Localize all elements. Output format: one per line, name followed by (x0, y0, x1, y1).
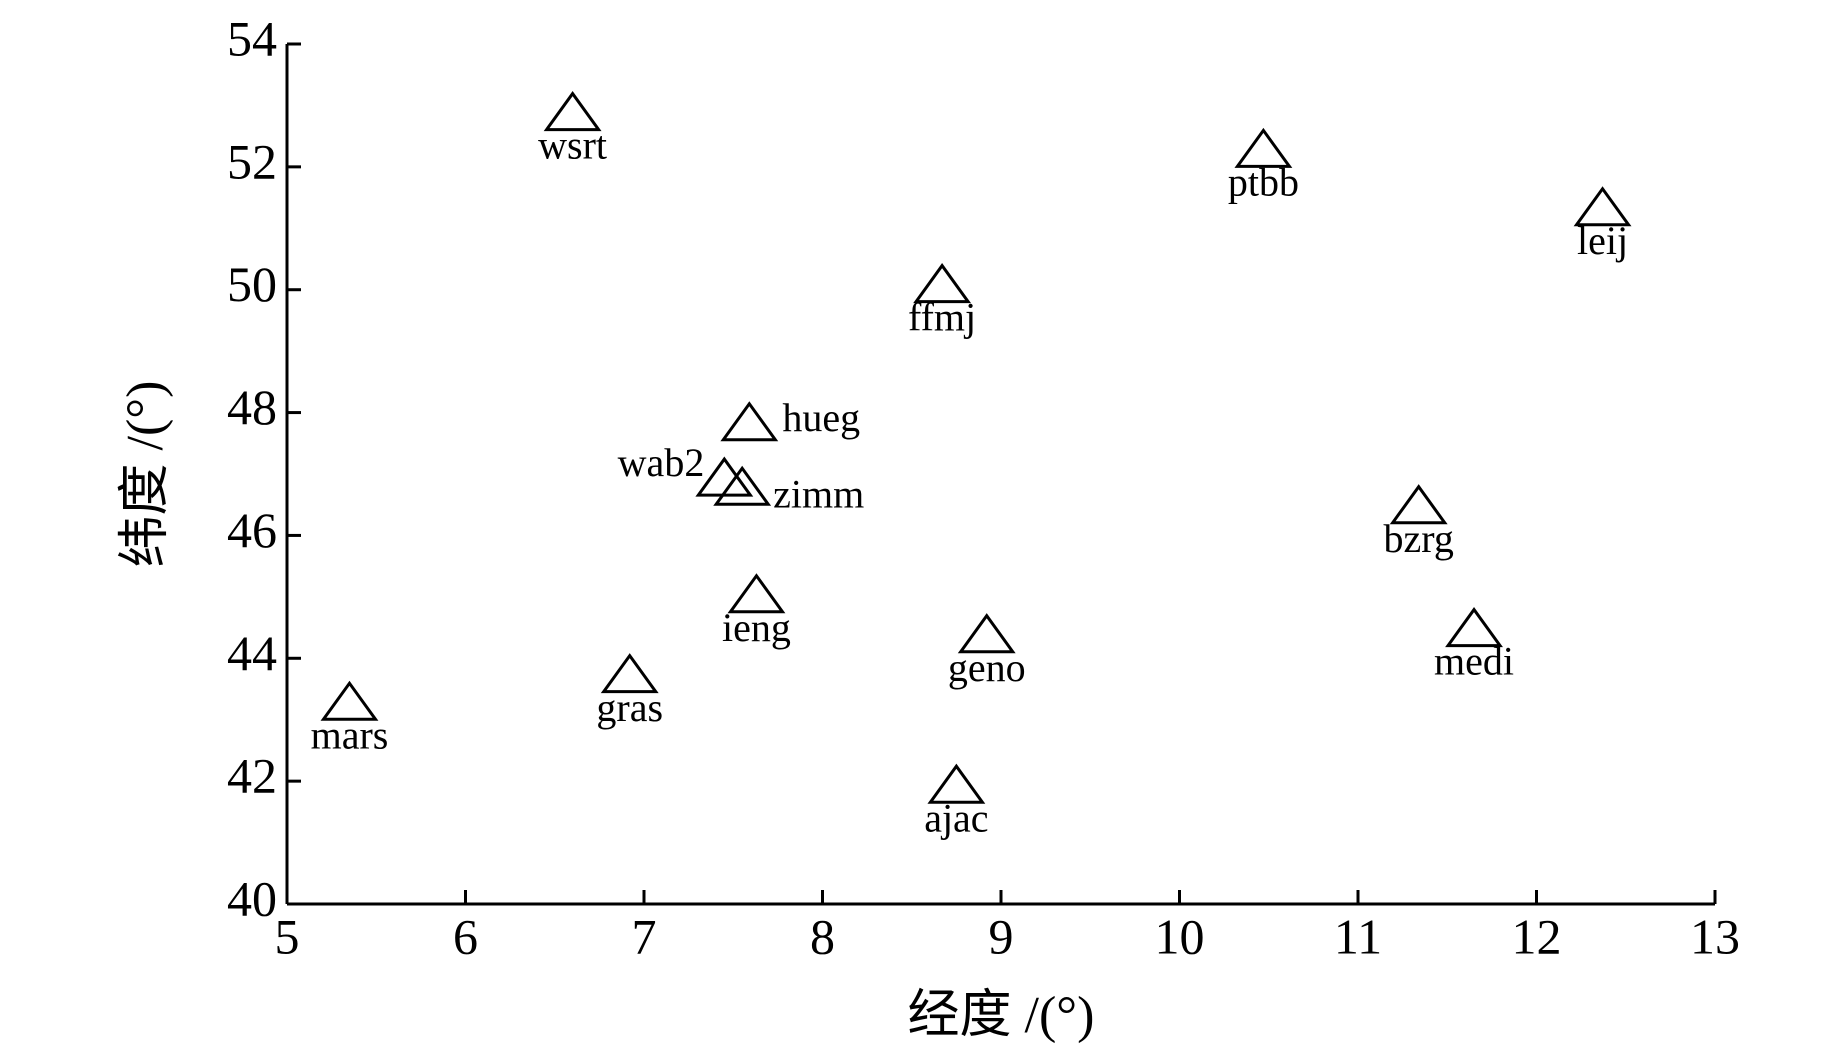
y-tick-label: 42 (227, 748, 277, 804)
x-tick-label: 9 (989, 908, 1014, 964)
x-tick-label: 8 (810, 908, 835, 964)
y-tick-label: 44 (227, 625, 277, 681)
point-label: medi (1434, 639, 1514, 684)
point-label: gras (596, 685, 663, 730)
y-tick-label: 48 (227, 379, 277, 435)
y-tick-label: 46 (227, 502, 277, 558)
x-tick-label: 7 (632, 908, 657, 964)
point (320, 680, 379, 721)
point (1389, 484, 1448, 525)
y-tick-label: 52 (227, 133, 277, 189)
point (927, 763, 986, 804)
point (600, 653, 659, 694)
point-label: bzrg (1384, 516, 1454, 561)
point (1234, 127, 1293, 168)
point (695, 456, 754, 497)
point (727, 573, 786, 614)
y-tick-label: 54 (227, 10, 277, 66)
point (543, 91, 602, 132)
x-tick-label: 6 (453, 908, 478, 964)
x-tick-label: 12 (1512, 908, 1562, 964)
point-label: ajac (924, 795, 988, 840)
point (913, 263, 972, 304)
point-label: ffmj (908, 295, 976, 340)
x-axis-label: 经度 /(°) (908, 987, 1095, 1044)
y-tick-label: 50 (227, 256, 277, 312)
point (720, 401, 779, 442)
point-label: geno (948, 645, 1026, 690)
y-tick-label: 40 (227, 870, 277, 926)
x-tick-label: 10 (1155, 908, 1205, 964)
point (713, 465, 772, 506)
point-label: leij (1577, 218, 1628, 263)
x-tick-label: 11 (1334, 908, 1382, 964)
point (957, 613, 1016, 654)
point-label: hueg (782, 395, 860, 440)
point-label: mars (311, 712, 389, 757)
x-tick-label: 5 (275, 908, 300, 964)
point (1445, 607, 1503, 648)
point-label: ptbb (1228, 160, 1299, 205)
point (1573, 186, 1632, 227)
point-label: wab2 (618, 440, 705, 485)
x-tick-label: 13 (1690, 908, 1740, 964)
point-label: zimm (773, 471, 864, 516)
point-label: ieng (722, 605, 791, 650)
point-label: wsrt (538, 123, 607, 168)
y-axis-label: 纬度 /(°) (117, 381, 174, 568)
